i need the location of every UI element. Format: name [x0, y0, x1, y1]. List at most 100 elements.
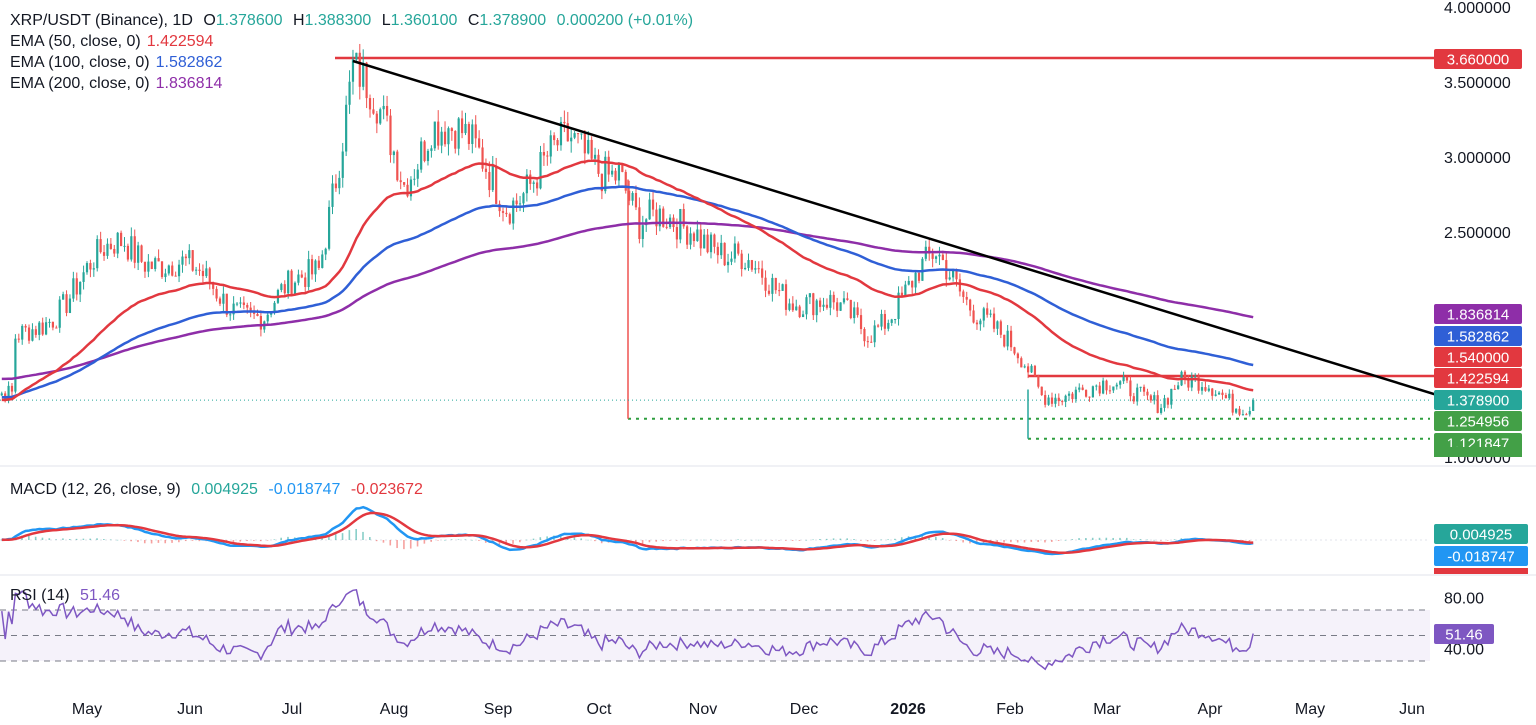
candle-body	[853, 307, 856, 319]
candle-body	[1204, 387, 1207, 391]
rsi-tag-label: 51.46	[1445, 627, 1483, 644]
price-tag-label: 3.660000	[1447, 52, 1510, 69]
macd-histogram-bar	[403, 540, 405, 550]
candle-body	[1228, 393, 1231, 399]
candle-body	[699, 229, 702, 249]
candle-body	[778, 290, 781, 292]
macd-histogram-bar	[1064, 539, 1067, 541]
macd-histogram-bar	[1037, 540, 1039, 542]
macd-tag-label: -0.018747	[1447, 549, 1515, 566]
candle-body	[1224, 395, 1227, 399]
candle-body	[706, 234, 709, 253]
macd-histogram-bar	[641, 540, 644, 544]
candle-body	[730, 258, 733, 262]
macd-histogram-bar	[744, 539, 746, 541]
candle-body	[17, 338, 20, 340]
candle-body	[24, 325, 27, 328]
candle-body	[181, 256, 184, 265]
candle-body	[51, 321, 55, 328]
macd-histogram-bar	[1016, 540, 1019, 543]
candle-body	[1009, 330, 1013, 348]
candle-body	[130, 236, 133, 260]
candle-body	[686, 226, 689, 245]
macd-histogram-bar	[1071, 539, 1074, 540]
macd-histogram-bar	[109, 539, 112, 541]
macd-histogram-bar	[941, 538, 944, 540]
candle-body	[563, 121, 566, 124]
candle-body	[1006, 330, 1009, 347]
macd-histogram-bar	[62, 538, 64, 540]
macd-histogram-bar	[955, 540, 958, 542]
candle-body	[222, 293, 225, 304]
candle-body	[212, 284, 215, 289]
candle-body	[709, 234, 713, 253]
candle-body	[133, 236, 136, 263]
candle-body	[781, 284, 784, 291]
candle-body	[229, 314, 232, 316]
macd-tag	[1434, 524, 1528, 544]
candle-body	[556, 140, 559, 146]
candle-body	[907, 280, 910, 285]
macd-histogram-bar	[669, 540, 671, 541]
ema50-legend: EMA (50, close, 0) 1.422594	[10, 31, 219, 52]
macd-histogram-bar	[1010, 540, 1012, 543]
macd-histogram-bar	[887, 539, 889, 540]
candle-body	[7, 385, 10, 401]
candle-body	[48, 321, 51, 323]
candle-body	[951, 270, 955, 278]
candle-body	[535, 182, 539, 189]
price-tag-fill	[1434, 447, 1522, 457]
candle-body	[62, 294, 65, 300]
candle-body	[743, 267, 747, 270]
candle-body	[382, 105, 385, 110]
macd-histogram-bar	[150, 540, 153, 544]
candle-body	[273, 302, 276, 313]
macd-histogram-bar	[675, 540, 678, 541]
candle-body	[287, 270, 290, 294]
candle-body	[188, 250, 191, 259]
ema100-line	[1, 185, 1254, 399]
macd-histogram-bar	[832, 538, 835, 540]
macd-histogram-bar	[1126, 537, 1128, 540]
candle-body	[1044, 395, 1047, 405]
candle-body	[767, 290, 771, 294]
rsi-value: 51.46	[80, 587, 121, 604]
candle-body	[72, 278, 75, 299]
macd-histogram-bar	[750, 539, 753, 541]
candle-body	[1037, 375, 1040, 387]
candle-body	[27, 327, 31, 341]
candle-body	[10, 385, 14, 392]
candle-body	[457, 118, 460, 149]
candle-body	[119, 232, 123, 247]
candle-body	[518, 203, 522, 205]
macd-histogram-bar	[362, 531, 364, 540]
candle-body	[362, 62, 365, 87]
candle-body	[525, 174, 528, 194]
candle-body	[784, 284, 788, 310]
candle-body	[491, 166, 494, 191]
candle-body	[559, 121, 563, 146]
candle-body	[631, 193, 634, 201]
candle-body	[692, 233, 696, 242]
candle-body	[478, 138, 481, 148]
macd-histogram-bar	[328, 536, 330, 540]
macd-histogram-bar	[157, 540, 160, 543]
candle-body	[1071, 393, 1074, 400]
candle-body	[1054, 397, 1057, 404]
macd-histogram-bar	[103, 539, 105, 540]
ema200-value: 1.836814	[155, 75, 223, 92]
candle-body	[447, 128, 450, 145]
candle-body	[341, 151, 344, 178]
candle-body	[733, 243, 736, 259]
candle-body	[965, 296, 968, 300]
candle-body	[723, 242, 726, 266]
macd-histogram-bar	[164, 540, 167, 544]
price-tag	[1434, 49, 1522, 69]
candle-body	[140, 245, 143, 262]
candle-body	[880, 313, 883, 327]
candle-body	[488, 171, 491, 191]
candle-body	[297, 274, 300, 283]
candle-body	[597, 154, 600, 174]
candle-body	[549, 135, 552, 157]
